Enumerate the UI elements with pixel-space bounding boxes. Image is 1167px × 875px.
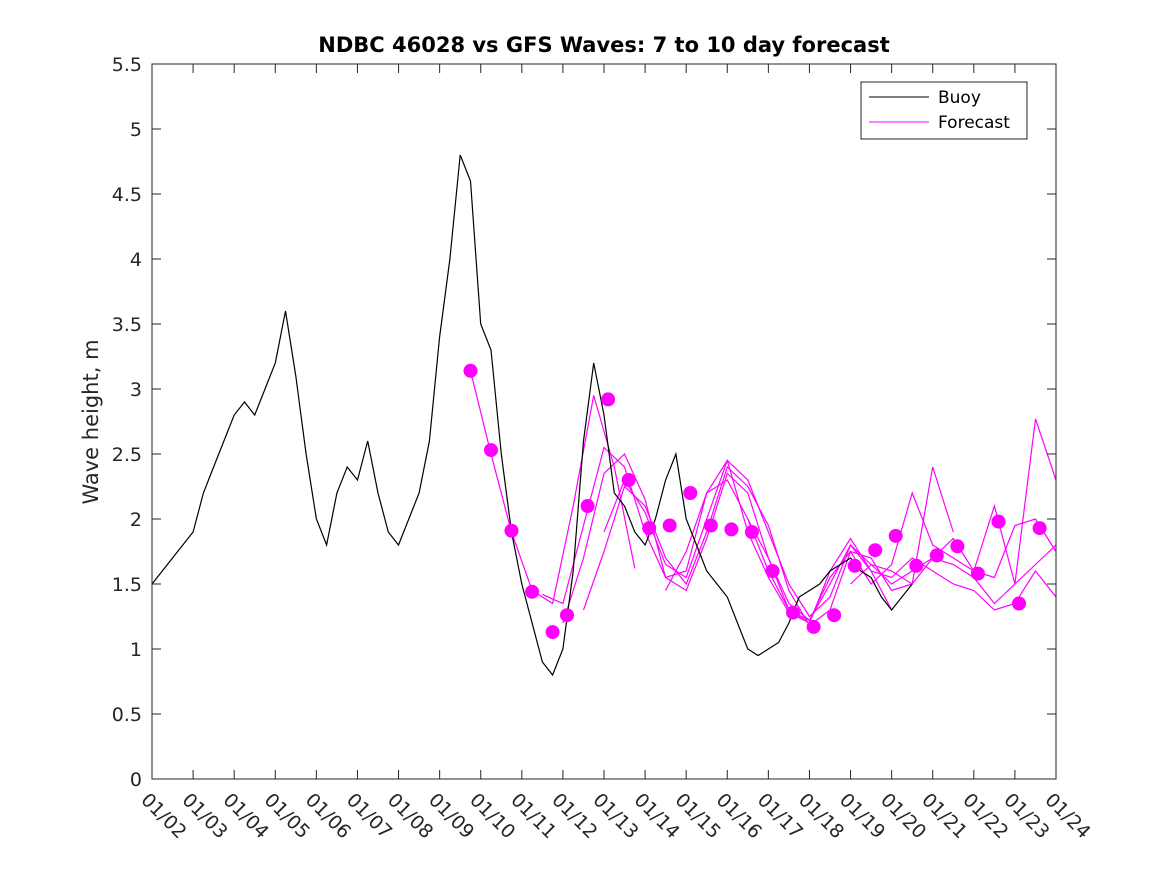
forecast-marker	[1012, 596, 1026, 611]
forecast-marker	[929, 548, 944, 563]
forecast-run-line-3	[562, 452, 893, 624]
forecast-marker	[545, 625, 560, 640]
forecast-marker	[601, 392, 616, 407]
legend: Buoy Forecast	[860, 81, 1028, 140]
forecast-marker	[580, 499, 595, 513]
chart-title: NDBC 46028 vs GFS Waves: 7 to 10 day for…	[318, 33, 889, 57]
y-tick-label: 2	[130, 509, 142, 531]
y-tick-label: 0.5	[112, 704, 142, 726]
forecast-marker	[970, 566, 985, 581]
y-tick-label: 3.5	[112, 314, 142, 336]
forecast-run-line-8	[850, 518, 1056, 585]
forecast-run-line-4	[582, 465, 954, 627]
forecast-marker	[950, 539, 965, 554]
forecast-marker	[662, 518, 677, 533]
legend-box	[860, 81, 1028, 140]
y-tick-label: 1.5	[112, 574, 142, 596]
forecast-marker	[525, 584, 540, 599]
forecast-marker	[765, 564, 780, 578]
forecast-marker	[909, 558, 924, 573]
legend-buoy-label: Buoy	[938, 88, 981, 108]
forecast-marker	[827, 608, 842, 623]
forecast-marker	[991, 514, 1006, 529]
plot-area	[152, 64, 1056, 779]
forecast-marker	[847, 558, 862, 573]
forecast-marker	[786, 605, 800, 620]
y-tick-label: 5	[130, 119, 142, 141]
series-layer	[152, 154, 1056, 677]
buoy-line	[152, 154, 913, 677]
forecast-marker	[504, 523, 519, 538]
forecast-marker	[621, 473, 636, 487]
forecast-run-line-5	[603, 459, 1056, 618]
y-axis-ticks: 0 0.5 1 1.5 2 2.5 3 3.5 4 4.5 5 5.5	[112, 54, 1056, 791]
forecast-marker	[683, 486, 698, 500]
forecast-marker	[484, 443, 498, 458]
y-tick-label: 3	[130, 379, 142, 401]
legend-forecast-label: Forecast	[938, 113, 1010, 133]
forecast-marker	[888, 528, 903, 543]
forecast-marker	[724, 522, 739, 537]
y-tick-label: 1	[130, 639, 142, 661]
y-tick-label: 4	[130, 249, 142, 271]
forecast-run-line-6	[665, 479, 1056, 622]
y-tick-label: 5.5	[112, 54, 142, 76]
forecast-marker	[744, 525, 759, 539]
forecast-marker	[1032, 521, 1047, 536]
forecast-marker	[463, 363, 478, 378]
y-axis-label: Wave height, m	[79, 339, 103, 504]
y-tick-label: 0	[130, 769, 142, 791]
forecast-markers	[463, 363, 1047, 640]
y-tick-label: 4.5	[112, 184, 142, 206]
forecast-marker	[642, 521, 657, 536]
y-tick-label: 2.5	[112, 444, 142, 466]
forecast-marker	[560, 608, 574, 623]
forecast-marker	[703, 518, 718, 533]
forecast-marker	[806, 619, 821, 634]
forecast-marker	[868, 543, 883, 558]
